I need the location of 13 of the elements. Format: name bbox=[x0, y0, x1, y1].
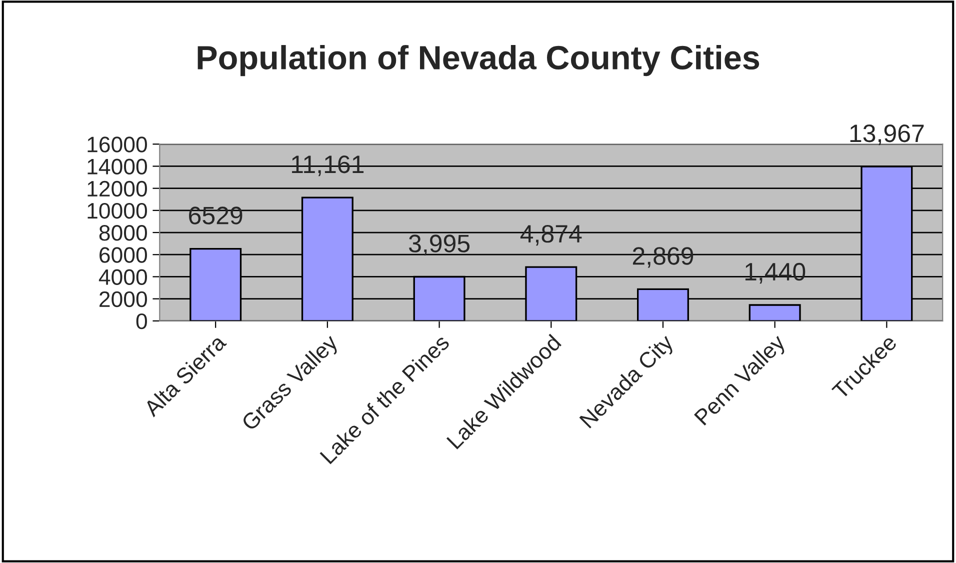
y-tick-label: 8000 bbox=[99, 225, 147, 241]
data-label: 13,967 bbox=[850, 124, 924, 146]
y-tick-label: 2000 bbox=[100, 291, 147, 308]
y-tick-label: 6000 bbox=[100, 247, 147, 263]
y-tick-label: 14000 bbox=[88, 158, 147, 174]
y-tick-label: 10000 bbox=[88, 202, 147, 219]
data-label: 6529 bbox=[189, 206, 242, 224]
chart-title: Population of Nevada County Cities bbox=[198, 45, 760, 76]
y-tick-label: 0 bbox=[136, 313, 147, 330]
y-tick-label: 4000 bbox=[98, 269, 147, 285]
y-tick-label: 16000 bbox=[88, 136, 147, 152]
y-tick-label: 12000 bbox=[88, 180, 147, 197]
data-label: 3,995 bbox=[408, 234, 470, 256]
